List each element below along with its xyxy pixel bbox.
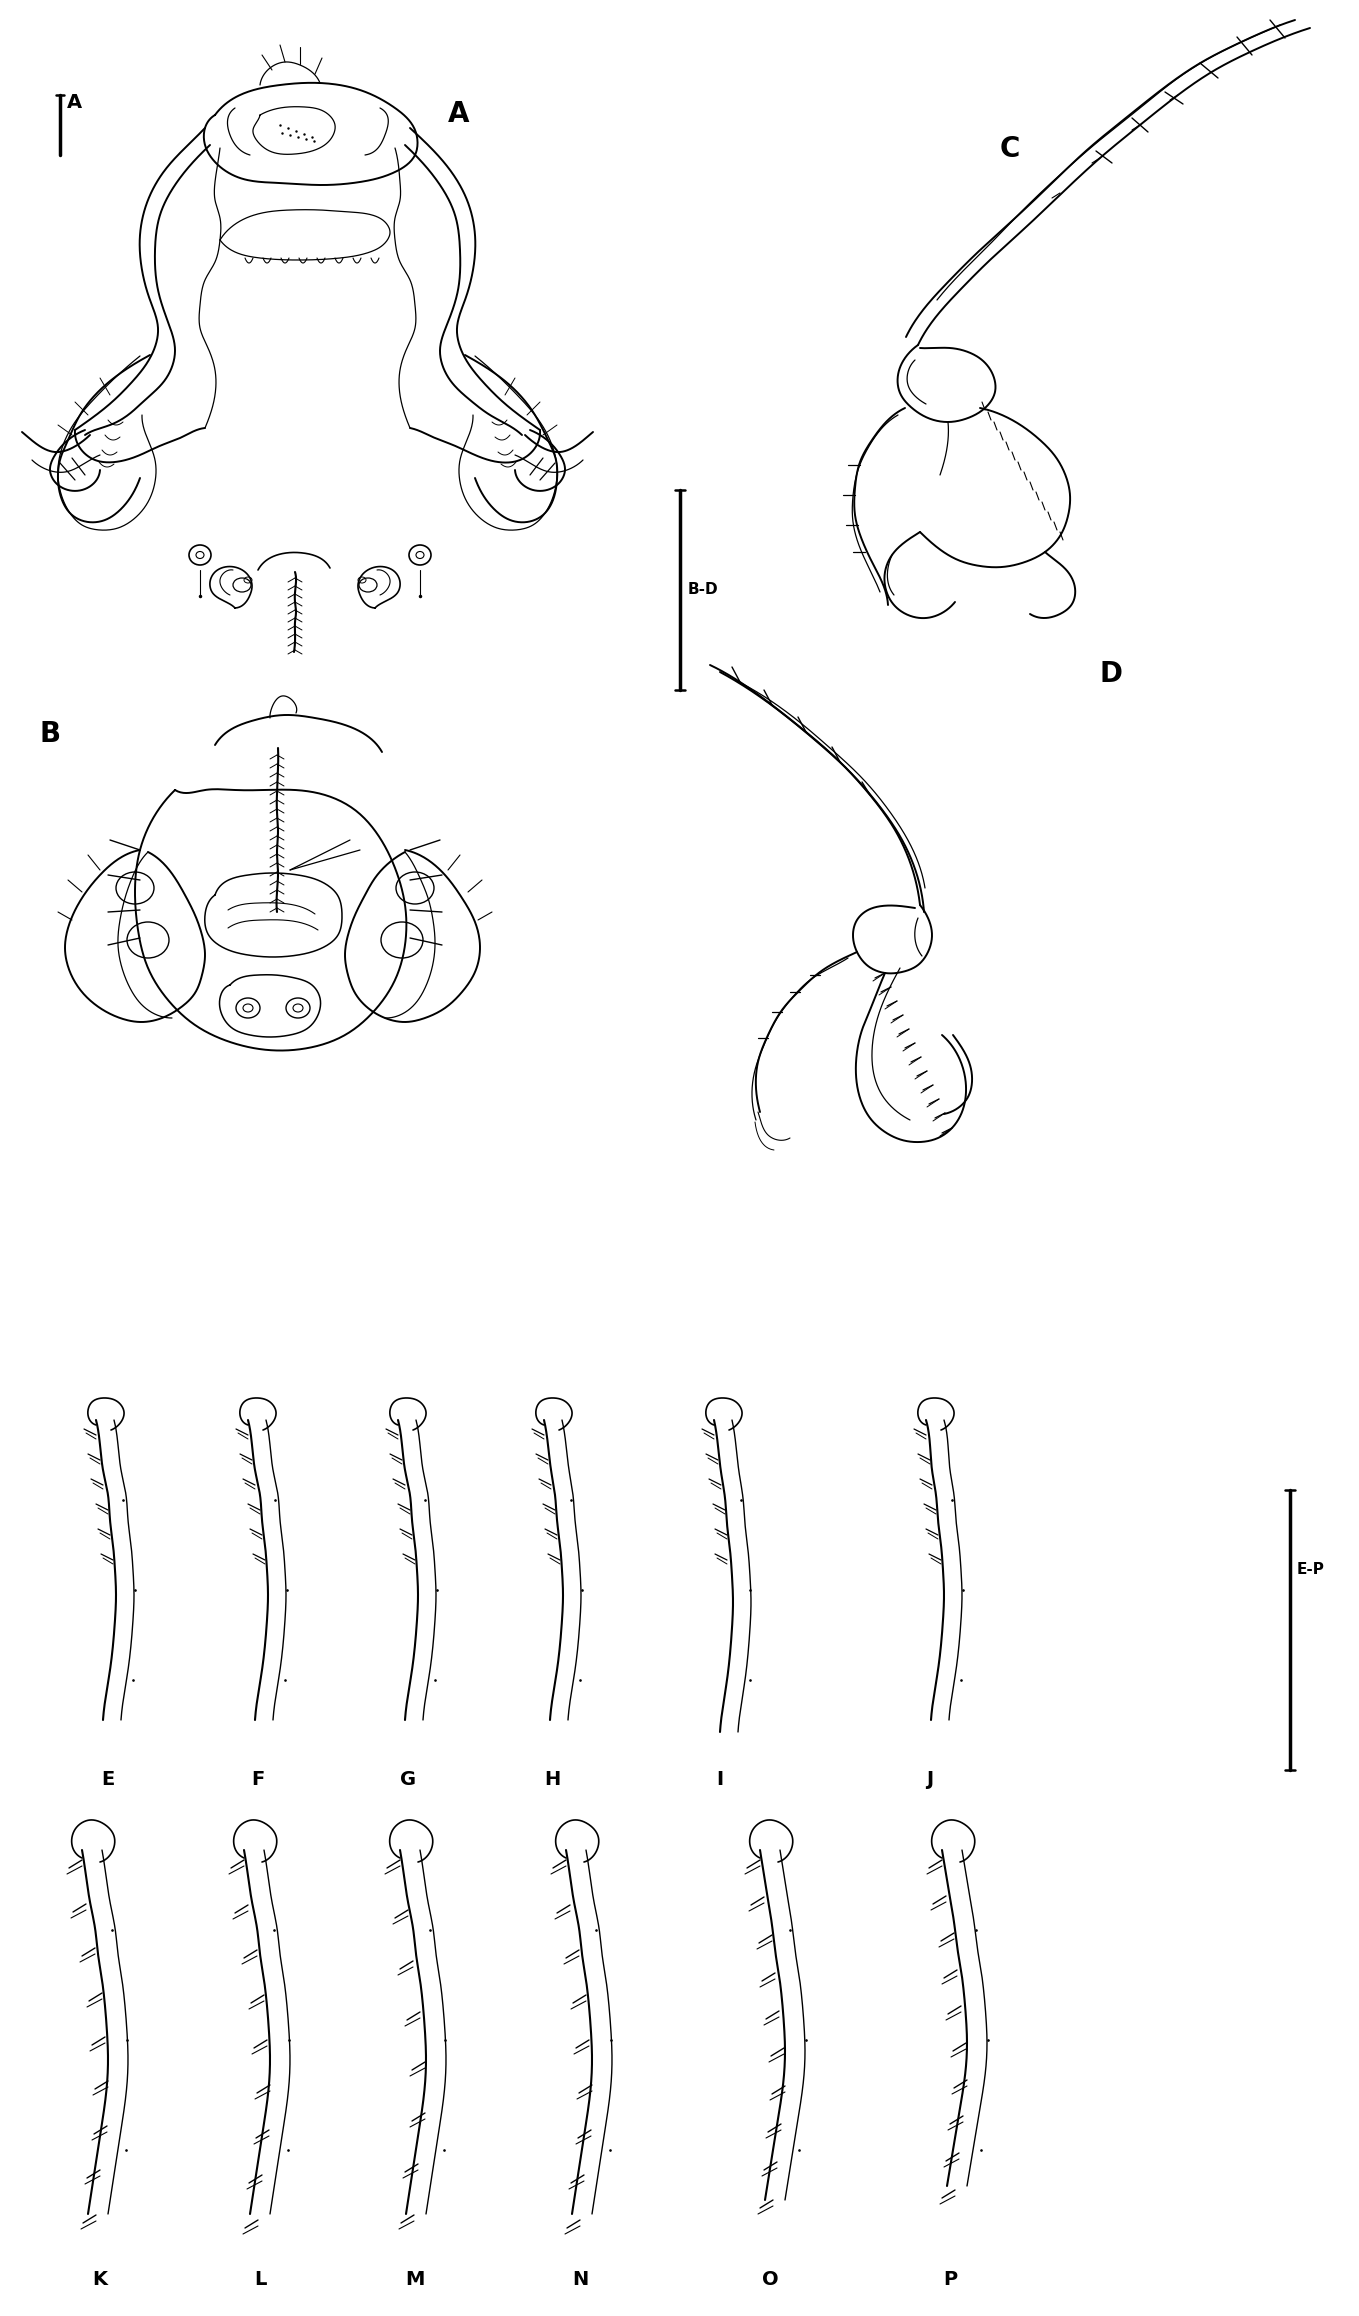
Text: D: D (1099, 660, 1123, 688)
Text: I: I (716, 1769, 723, 1788)
Text: L: L (254, 2270, 266, 2288)
Text: J: J (927, 1769, 934, 1788)
Text: N: N (572, 2270, 588, 2288)
Text: B-D: B-D (688, 584, 719, 598)
Text: P: P (943, 2270, 957, 2288)
Text: E: E (102, 1769, 114, 1788)
Text: K: K (92, 2270, 107, 2288)
Text: O: O (761, 2270, 779, 2288)
Text: M: M (405, 2270, 424, 2288)
Text: C: C (1000, 134, 1021, 162)
Text: B: B (39, 720, 61, 748)
Text: E-P: E-P (1296, 1563, 1325, 1577)
Text: G: G (400, 1769, 416, 1788)
Text: H: H (544, 1769, 560, 1788)
Text: A: A (448, 100, 469, 127)
Text: F: F (251, 1769, 265, 1788)
Text: A: A (67, 93, 82, 111)
